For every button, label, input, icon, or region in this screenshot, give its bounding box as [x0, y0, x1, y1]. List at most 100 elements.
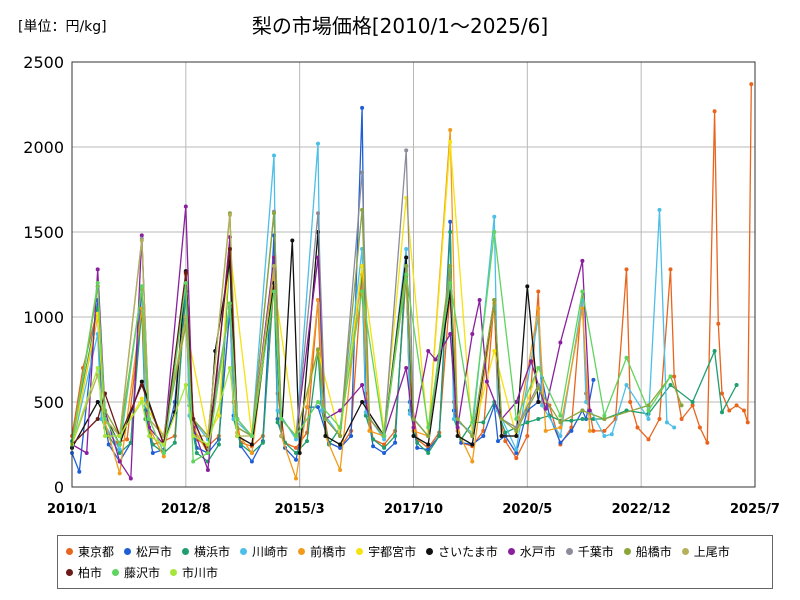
data-point [580, 408, 585, 413]
data-point [481, 420, 486, 425]
data-point [294, 451, 298, 455]
legend-label: 横浜市 [194, 545, 231, 559]
data-point [635, 425, 640, 430]
data-point [470, 434, 475, 438]
data-point [238, 442, 243, 447]
data-point [481, 434, 486, 438]
data-point [529, 359, 533, 364]
data-point [415, 445, 420, 450]
data-point [147, 434, 152, 438]
data-point [558, 420, 563, 425]
data-point [183, 281, 188, 285]
data-point [727, 408, 732, 413]
data-point [536, 400, 541, 404]
data-point [448, 264, 453, 268]
data-point [360, 400, 365, 404]
data-point [371, 444, 376, 449]
legend-item: 船橋市 [623, 541, 672, 562]
legend-item: 川崎市 [240, 541, 288, 562]
data-point [426, 434, 431, 438]
data-point [393, 440, 398, 445]
data-point [580, 258, 585, 263]
data-point [602, 417, 607, 421]
data-point [191, 417, 196, 421]
data-point [536, 306, 541, 311]
data-point [646, 437, 651, 442]
data-point [716, 321, 721, 326]
data-point [580, 289, 585, 294]
data-point [455, 425, 460, 430]
data-point [249, 451, 254, 455]
data-point [404, 272, 409, 277]
data-point [338, 468, 343, 472]
legend-marker [507, 548, 515, 555]
data-point [367, 428, 372, 433]
data-point [540, 403, 544, 408]
data-point [227, 213, 232, 217]
data-point [117, 471, 122, 476]
data-point [514, 417, 519, 421]
data-point [672, 374, 677, 379]
data-point [525, 284, 530, 289]
data-point [437, 434, 442, 438]
data-point [139, 383, 144, 387]
legend-label: 松戸市 [136, 545, 173, 559]
data-point [734, 403, 739, 408]
data-point [316, 400, 320, 404]
data-point [448, 230, 453, 234]
data-point [183, 383, 188, 387]
series-藤沢市 [70, 230, 673, 464]
legend-label: 千葉市 [577, 545, 614, 559]
data-point [514, 447, 519, 452]
data-point [492, 230, 497, 234]
data-point [492, 349, 497, 353]
data-point [602, 413, 607, 418]
data-point [297, 451, 302, 455]
data-point [407, 411, 412, 416]
data-point [668, 383, 673, 387]
series-layer [70, 82, 754, 481]
data-point [382, 451, 387, 455]
data-point [712, 349, 717, 353]
data-point [404, 264, 409, 268]
data-point [455, 417, 460, 421]
data-point [360, 170, 365, 175]
data-point [470, 459, 475, 464]
data-point [363, 410, 368, 415]
data-point [411, 434, 416, 438]
data-point [272, 211, 276, 216]
data-point [448, 139, 453, 144]
data-point [319, 408, 324, 413]
data-point [609, 432, 614, 437]
data-point [275, 408, 280, 413]
legend-item: 柏市 [66, 562, 102, 583]
data-point [106, 442, 111, 447]
data-point [382, 437, 387, 442]
data-point [404, 247, 409, 251]
data-point [720, 410, 724, 415]
data-point [294, 445, 298, 450]
data-point [734, 383, 739, 387]
data-point [624, 355, 629, 360]
data-point [367, 417, 372, 421]
x-tick-label: 2025/7 [730, 502, 780, 517]
data-point [316, 211, 320, 216]
data-point [448, 281, 453, 285]
data-point [316, 141, 320, 146]
data-point [117, 451, 122, 455]
legend-label: 東京都 [78, 545, 115, 559]
data-point [393, 434, 398, 438]
data-point [492, 298, 497, 302]
data-point [646, 403, 651, 408]
data-point [77, 469, 82, 474]
data-point [525, 434, 530, 438]
data-point [426, 451, 431, 455]
data-point [404, 255, 409, 260]
legend-marker [66, 569, 73, 576]
data-point [275, 420, 280, 425]
data-point [272, 264, 276, 268]
data-point [484, 379, 489, 384]
axes: 0 500 1000 1500 2000 2500 2010/1 2012/8 2015/3 20… [23, 53, 780, 517]
data-point [514, 428, 519, 433]
data-point [305, 405, 309, 410]
